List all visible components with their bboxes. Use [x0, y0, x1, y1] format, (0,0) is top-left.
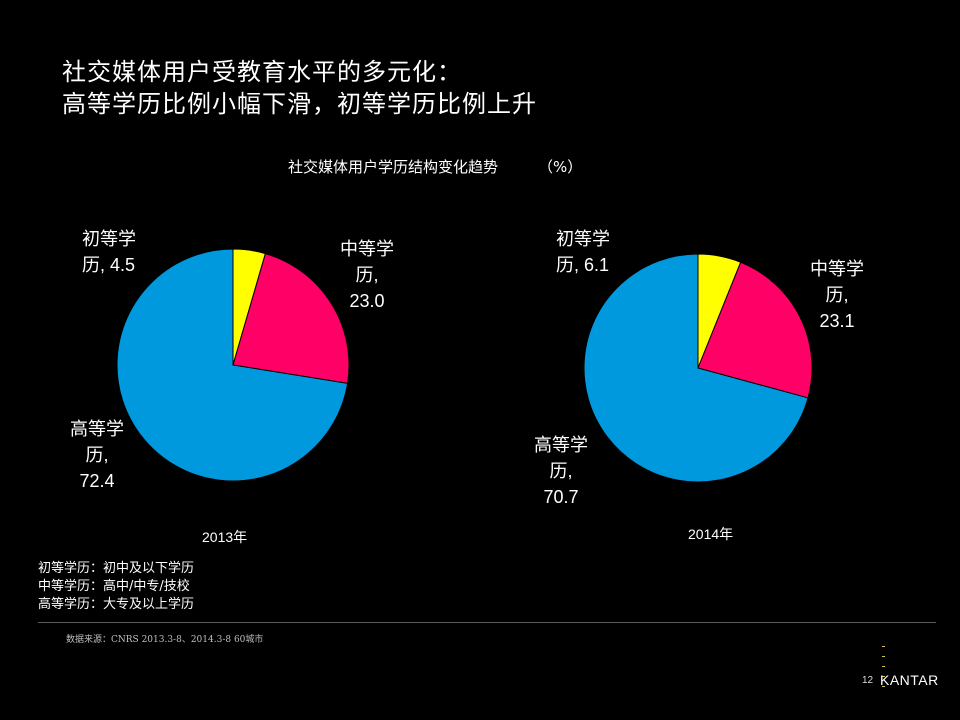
label-2013-higher-name: 高等学 [70, 419, 124, 439]
label-2014-secondary: 中等学 历, 23.1 [810, 256, 864, 334]
label-2013-higher: 高等学 历, 72.4 [70, 416, 124, 494]
label-2013-primary-name: 初等学 [82, 229, 136, 249]
chart-unit: （%） [538, 158, 583, 176]
pie-chart-2013 [116, 248, 350, 482]
pie-2014-slice-higher [583, 253, 809, 483]
pie-2013-slice-secondary [232, 252, 350, 384]
pie-2013-slice-higher [116, 248, 349, 482]
chart-title-text: 社交媒体用户学历结构变化趋势 [288, 158, 499, 176]
kantar-logo: KANTAR [880, 672, 939, 688]
year-label-2014: 2014年 [688, 526, 734, 542]
kantar-dots-icon [882, 646, 886, 692]
label-2014-primary-value: 6.1 [584, 255, 610, 275]
label-2013-higher-value: 72.4 [79, 471, 115, 491]
year-label-2013: 2013年 [202, 529, 248, 545]
pie-chart-2014 [583, 253, 813, 483]
slide-title: 社交媒体用户受教育水平的多元化： 高等学历比例小幅下滑，初等学历比例上升 [62, 56, 537, 120]
pie-2014-slice-secondary [697, 261, 813, 399]
footer-divider [38, 622, 936, 623]
legend-higher: 高等学历：大专及以上学历 [38, 597, 195, 612]
legend-primary: 初等学历：初中及以下学历 [38, 561, 195, 576]
label-2014-higher-value: 70.7 [543, 487, 579, 507]
label-2013-secondary-rest: 历, [355, 265, 379, 285]
education-legend: 初等学历：初中及以下学历 中等学历：高中/中专/技校 高等学历：大专及以上学历 [38, 560, 194, 614]
data-source: 数据来源：CNRS 2013.3-8、2014.3-8 60城市 [66, 635, 264, 645]
label-2014-higher-rest: 历, [549, 461, 573, 481]
page-number: 12 [862, 675, 874, 686]
label-2013-primary-value: 4.5 [110, 255, 136, 275]
label-2014-primary-name: 初等学 [556, 229, 610, 249]
legend-secondary: 中等学历：高中/中专/技校 [38, 579, 190, 594]
label-2014-secondary-name: 中等学 [810, 259, 864, 279]
label-2013-higher-rest: 历, [85, 445, 109, 465]
label-2013-secondary: 中等学 历, 23.0 [340, 236, 394, 314]
chart-title: 社交媒体用户学历结构变化趋势 （%） [288, 156, 582, 177]
label-2014-secondary-value: 23.1 [819, 311, 855, 331]
label-2013-primary: 初等学 历, 4.5 [82, 226, 136, 278]
label-2014-primary-rest: 历, [556, 255, 585, 275]
label-2014-primary: 初等学 历, 6.1 [556, 226, 610, 278]
title-line-1: 社交媒体用户受教育水平的多元化： [62, 58, 462, 86]
label-2013-secondary-name: 中等学 [340, 239, 394, 259]
label-2014-secondary-rest: 历, [825, 285, 849, 305]
label-2013-primary-rest: 历, [82, 255, 111, 275]
label-2014-higher: 高等学 历, 70.7 [534, 432, 588, 510]
label-2014-higher-name: 高等学 [534, 435, 588, 455]
label-2013-secondary-value: 23.0 [349, 291, 385, 311]
title-line-2: 高等学历比例小幅下滑，初等学历比例上升 [62, 90, 537, 118]
